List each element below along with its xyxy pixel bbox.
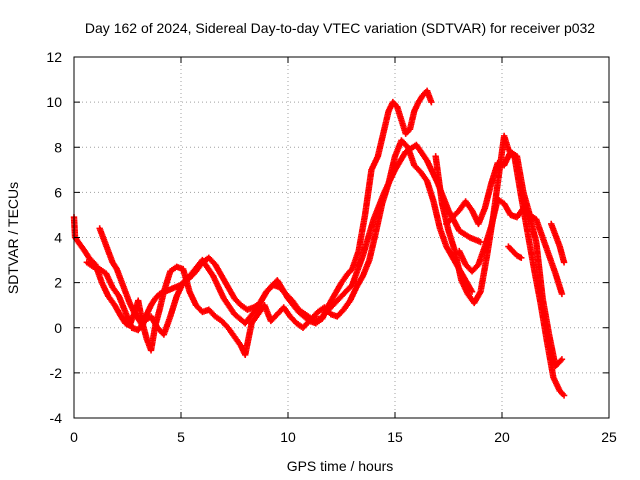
data-point <box>560 392 568 399</box>
series-track-3 <box>96 141 484 329</box>
x-tick-label: 15 <box>387 429 403 445</box>
y-tick-labels: -4 -2 0 2 4 6 8 10 12 <box>46 49 62 426</box>
y-tick-label: 12 <box>46 49 62 65</box>
data-point <box>518 254 525 262</box>
x-tick-label: 0 <box>70 429 78 445</box>
x-tick-label: 25 <box>601 429 617 445</box>
data-point <box>428 98 435 106</box>
grid-lines <box>74 57 609 418</box>
y-axis-label: SDTVAR / TECUs <box>5 182 21 294</box>
series-track-8 <box>548 220 568 266</box>
x-tick-label: 20 <box>494 429 510 445</box>
y-tick-label: 10 <box>46 94 62 110</box>
y-tick-label: 0 <box>54 320 62 336</box>
series-track-4 <box>432 132 568 399</box>
x-axis-label: GPS time / hours <box>287 458 394 474</box>
tick-marks <box>73 56 610 419</box>
y-tick-label: -4 <box>50 410 63 426</box>
series-track-6 <box>456 195 566 370</box>
chart-title: Day 162 of 2024, Sidereal Day-to-day VTE… <box>85 20 595 36</box>
x-tick-label: 5 <box>177 429 185 445</box>
y-tick-label: 2 <box>54 275 62 291</box>
data-point <box>558 290 566 298</box>
x-tick-label: 10 <box>280 429 296 445</box>
y-tick-label: 4 <box>54 230 62 246</box>
y-tick-label: -2 <box>50 365 63 381</box>
data-point <box>477 238 484 246</box>
series-track-5 <box>443 148 566 298</box>
data-point <box>560 259 568 266</box>
data-point <box>558 356 566 363</box>
x-tick-labels: 0 5 10 15 20 25 <box>70 429 617 445</box>
y-tick-label: 8 <box>54 139 62 155</box>
data-points <box>70 87 568 399</box>
series-track-7 <box>505 243 525 262</box>
y-tick-label: 6 <box>54 184 62 200</box>
